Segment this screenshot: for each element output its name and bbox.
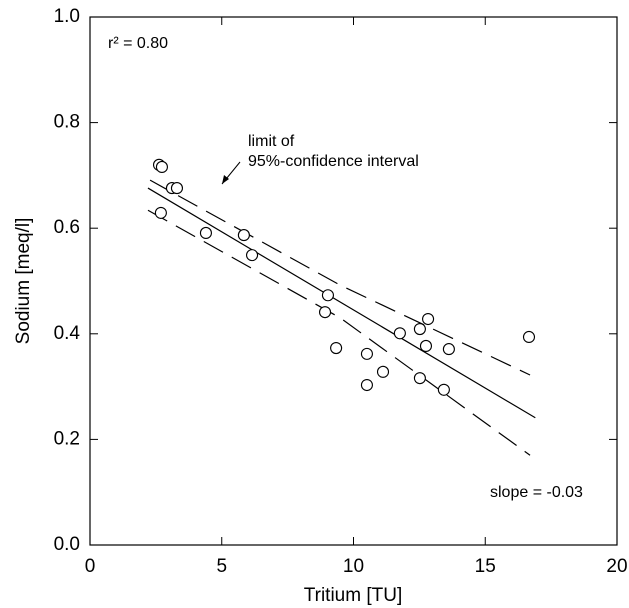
- data-point: [360, 347, 373, 360]
- x-tick-label: 0: [85, 556, 96, 577]
- data-point: [330, 342, 343, 355]
- x-tick-label: 15: [475, 556, 496, 577]
- data-point: [237, 229, 250, 242]
- data-point: [321, 289, 334, 302]
- confidence-limit: [149, 179, 531, 376]
- data-point: [376, 365, 390, 378]
- data-point: [413, 372, 426, 385]
- x-tick-label: 20: [606, 556, 627, 577]
- annotation: slope = -0.03: [490, 484, 583, 501]
- data-point: [522, 330, 536, 344]
- y-axis-label: Sodium [meq/l]: [13, 218, 34, 345]
- data-point: [422, 312, 435, 326]
- data-point: [442, 343, 455, 356]
- x-axis-label: Tritium [TU]: [304, 585, 403, 606]
- fit-line: [147, 187, 536, 419]
- x-tick-label: 10: [343, 556, 364, 577]
- annotation: 95%-confidence interval: [248, 153, 419, 170]
- data-point: [318, 306, 332, 319]
- y-tick-label: 0.2: [54, 428, 80, 449]
- y-tick-label: 0.0: [54, 534, 80, 555]
- y-tick-label: 0.6: [54, 217, 80, 238]
- data-point: [437, 383, 450, 396]
- plot-frame: [89, 16, 618, 546]
- data-point: [170, 182, 184, 195]
- data-point: [199, 226, 212, 240]
- annotation: limit of: [248, 133, 295, 150]
- data-point: [246, 249, 259, 262]
- annotation: r² = 0.80: [108, 35, 168, 52]
- arrow-head: [222, 175, 229, 184]
- y-tick-label: 1.0: [54, 6, 80, 27]
- x-tick-label: 5: [216, 556, 227, 577]
- y-tick-label: 0.8: [54, 112, 80, 133]
- data-point: [393, 327, 406, 340]
- data-point: [419, 339, 433, 352]
- data-point: [155, 160, 168, 174]
- y-tick-label: 0.4: [54, 323, 81, 344]
- data-point: [154, 206, 167, 219]
- confidence-limit: [147, 209, 531, 456]
- data-point: [360, 378, 373, 392]
- data-point: [413, 322, 426, 336]
